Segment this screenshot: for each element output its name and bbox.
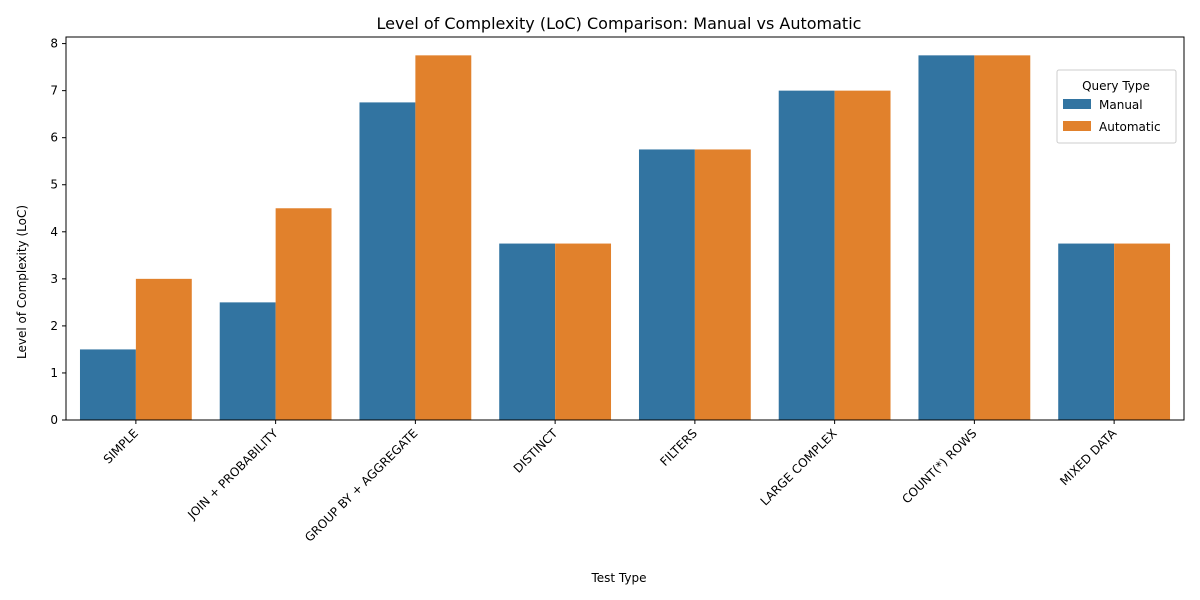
plot-area <box>79 55 1171 421</box>
x-axis: SIMPLE JOIN + PROBABILITY GROUP BY + AGGRE… <box>101 420 1120 545</box>
bar-manual-3 <box>499 243 556 420</box>
bar-automatic-1 <box>275 208 332 420</box>
y-tick-label: 5 <box>50 178 58 192</box>
x-axis-label: Test Type <box>590 571 646 585</box>
x-tick-label: FILTERS <box>657 426 700 469</box>
x-tick-label: SIMPLE <box>101 426 141 466</box>
bar-automatic-3 <box>555 243 612 420</box>
plot-frame <box>65 36 1185 421</box>
x-tick-label: COUNT(*) ROWS <box>899 426 979 506</box>
y-tick-label: 1 <box>50 366 58 380</box>
y-tick-label: 8 <box>50 37 58 51</box>
bar-manual-0 <box>79 349 136 420</box>
bar-automatic-0 <box>135 278 192 420</box>
y-tick-label: 7 <box>50 84 58 98</box>
bar-automatic-2 <box>415 55 472 420</box>
y-tick-label: 0 <box>50 413 58 427</box>
y-tick-label: 4 <box>50 225 58 239</box>
x-tick-label: JOIN + PROBABILITY <box>184 426 281 523</box>
legend-label-automatic: Automatic <box>1099 120 1161 134</box>
y-axis-label: Level of Complexity (LoC) <box>15 205 29 359</box>
bar-manual-7 <box>1058 243 1115 420</box>
bar-manual-4 <box>638 149 695 421</box>
x-tick-label: MIXED DATA <box>1057 426 1120 489</box>
chart-title: Level of Complexity (LoC) Comparison: Ma… <box>377 14 862 33</box>
x-tick-label: DISTINCT <box>511 426 561 476</box>
y-axis: 0 1 2 3 4 5 6 7 8 <box>50 37 66 427</box>
bar-manual-6 <box>918 55 975 420</box>
y-tick-label: 2 <box>50 319 58 333</box>
bar-automatic-4 <box>694 149 751 421</box>
bar-manual-2 <box>359 102 416 420</box>
bar-manual-1 <box>219 302 276 420</box>
y-tick-label: 3 <box>50 272 58 286</box>
legend-label-manual: Manual <box>1099 98 1143 112</box>
bar-automatic-6 <box>974 55 1031 420</box>
legend-swatch-automatic <box>1063 121 1091 131</box>
x-tick-label: LARGE COMPLEX <box>758 426 840 508</box>
bar-manual-5 <box>778 90 835 420</box>
x-tick-label: GROUP BY + AGGREGATE <box>302 426 420 544</box>
legend: Query Type Manual Automatic <box>1056 69 1177 144</box>
legend-title: Query Type <box>1082 79 1150 93</box>
bar-automatic-7 <box>1114 243 1171 420</box>
y-tick-label: 6 <box>50 131 58 145</box>
bar-automatic-5 <box>834 90 891 420</box>
legend-swatch-manual <box>1063 99 1091 109</box>
